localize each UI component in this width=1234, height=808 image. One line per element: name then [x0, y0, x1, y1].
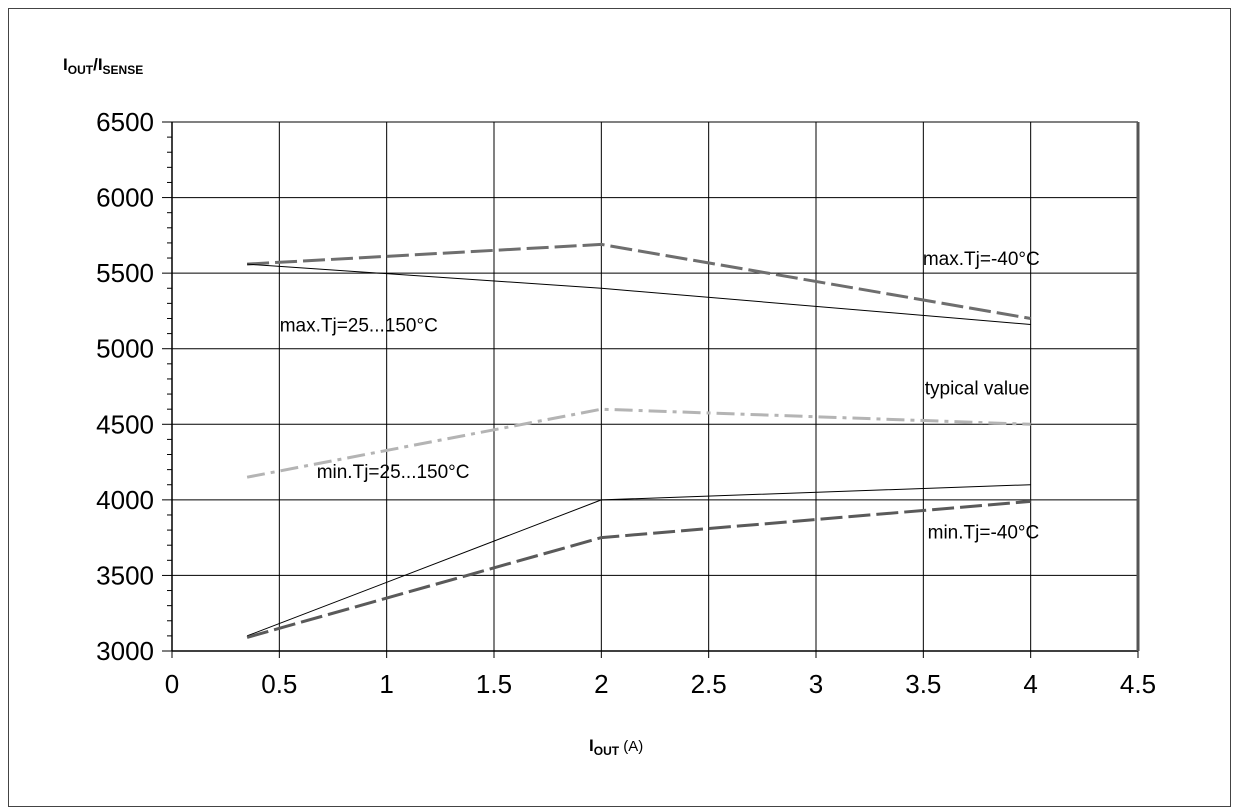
y-axis-label-main1: I	[63, 55, 68, 74]
y-axis-label-sub1: OUT	[67, 63, 94, 77]
x-tick-label-0: 0	[165, 669, 179, 699]
annotation-min-25-150: min.Tj=25...150°C	[317, 462, 470, 483]
annotation-max-minus40: max.Tj=-40°C	[923, 249, 1040, 270]
plot-area	[172, 122, 1138, 651]
x-tick-label-7: 3.5	[905, 669, 941, 699]
series-line-2	[246, 407, 1031, 479]
series-line-1	[247, 263, 1031, 325]
x-tick-label-3: 1.5	[476, 669, 512, 699]
x-tick-label-4: 2	[594, 669, 608, 699]
x-tick-label-1: 0.5	[261, 669, 297, 699]
annotation-min-minus40: min.Tj=-40°C	[928, 523, 1040, 544]
x-axis-label: IOUT (A)	[589, 736, 643, 758]
x-tick-label-8: 4	[1023, 669, 1037, 699]
y-tick-label-5: 5500	[96, 258, 154, 288]
x-axis-label-sub: OUT	[593, 744, 620, 758]
y-tick-label-0: 3000	[96, 636, 154, 666]
y-tick-label-2: 4000	[96, 485, 154, 515]
x-tick-label-6: 3	[809, 669, 823, 699]
y-tick-label-1: 3500	[96, 560, 154, 590]
y-tick-label-6: 6000	[96, 183, 154, 213]
annotation-max-25-150: max.Tj=25...150°C	[280, 316, 438, 337]
y-axis-label-sub2: SENSE	[102, 63, 144, 77]
annotation-typical: typical value	[925, 378, 1030, 399]
x-axis-label-unit: (A)	[619, 738, 644, 755]
series-line-0	[247, 242, 1031, 320]
chart-frame	[8, 8, 1231, 807]
x-tick-label-2: 1	[379, 669, 393, 699]
y-axis-label-slash: /	[93, 55, 98, 74]
x-tick-label-5: 2.5	[691, 669, 727, 699]
y-tick-label-3: 4500	[96, 409, 154, 439]
x-tick-label-9: 4.5	[1120, 669, 1156, 699]
y-axis-label-main2: I	[97, 55, 103, 74]
y-tick-label-7: 6500	[96, 107, 154, 137]
y-tick-label-4: 5000	[96, 334, 154, 364]
series-line-3	[246, 484, 1031, 637]
series-line-4	[246, 499, 1031, 639]
y-axis-label: IOUT/ISENSE	[63, 55, 143, 77]
x-axis-label-main: I	[589, 736, 594, 755]
